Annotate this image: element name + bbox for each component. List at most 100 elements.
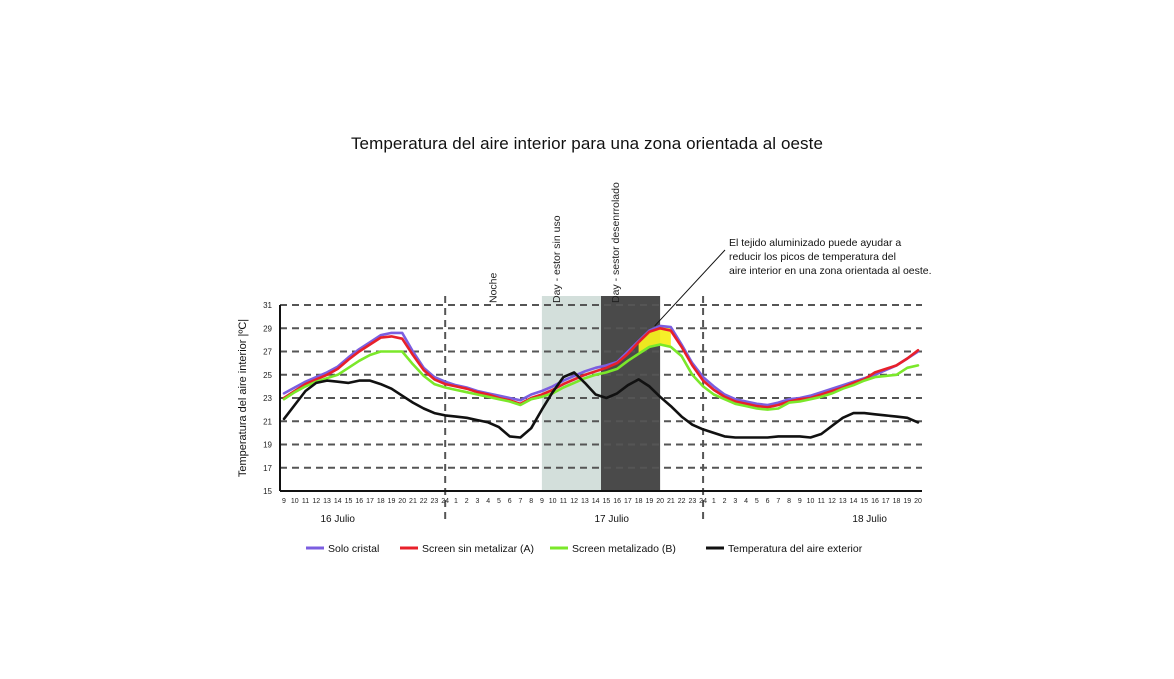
x-tick-label: 5 (755, 498, 759, 505)
x-tick-label: 12 (570, 498, 578, 505)
x-tick-label: 15 (602, 498, 610, 505)
x-tick-label: 22 (678, 498, 686, 505)
legend-label: Screen metalizado (B) (572, 543, 676, 555)
y-tick-label: 17 (263, 464, 272, 473)
x-tick-label: 13 (581, 498, 589, 505)
x-tick-label: 1 (712, 498, 716, 505)
y-tick-label: 29 (263, 324, 272, 333)
x-tick-label: 12 (312, 498, 320, 505)
x-tick-label: 9 (282, 498, 286, 505)
highlight-band-area (638, 325, 671, 354)
day-label: 16 Julio (320, 514, 355, 525)
x-tick-label: 23 (688, 498, 696, 505)
x-tick-label: 18 (377, 498, 385, 505)
y-tick-label: 21 (263, 417, 272, 426)
x-tick-label: 20 (656, 498, 664, 505)
x-tick-label: 7 (518, 498, 522, 505)
band-estor-desenrrolado (601, 296, 661, 491)
x-tick-label: 10 (291, 498, 299, 505)
y-tick-label: 27 (263, 348, 272, 357)
x-tick-label: 10 (549, 498, 557, 505)
highlight-band (638, 325, 671, 354)
y-tick-label: 25 (263, 371, 272, 380)
x-tick-label: 23 (431, 498, 439, 505)
grid-lines (280, 296, 922, 524)
chart-title: Temperatura del aire interior para una z… (350, 134, 824, 153)
x-tick-label: 11 (560, 498, 567, 505)
x-tick-label: 16 (355, 498, 363, 505)
legend-label: Screen sin metalizar (A) (422, 543, 534, 555)
x-tick-label: 9 (798, 498, 802, 505)
x-tick-label: 12 (828, 498, 836, 505)
axes (279, 305, 922, 492)
x-tick-label: 13 (839, 498, 847, 505)
x-tick-label: 17 (624, 498, 632, 505)
x-tick-label: 24 (441, 498, 449, 505)
day-label: 18 Julio (852, 514, 887, 525)
x-tick-label: 19 (388, 498, 396, 505)
y-tick-label: 19 (263, 441, 272, 450)
annotation-text: reducir los picos de temperatura del (729, 251, 896, 263)
x-tick-label: 6 (766, 498, 770, 505)
x-tick-label: 9 (540, 498, 544, 505)
x-tick-label: 14 (850, 498, 858, 505)
x-tick-label: 2 (723, 498, 727, 505)
period-labels: Noche Day - estor sin uso Day - sestor des… (488, 182, 622, 303)
x-tick-label: 22 (420, 498, 428, 505)
annotation-text: aire interior en una zona orientada al o… (729, 265, 932, 277)
period-bands (541, 296, 661, 491)
x-tick-label: 4 (486, 498, 490, 505)
x-tick-label: 16 (613, 498, 621, 505)
y-tick-labels: 15 17 19 21 23 25 27 29 31 (263, 301, 272, 496)
y-tick-label: 23 (263, 394, 272, 403)
series-line-screen-metalizado-b (282, 343, 920, 411)
series-lines (282, 324, 920, 439)
x-tick-label: 16 (871, 498, 879, 505)
x-tick-label: 19 (645, 498, 653, 505)
x-tick-label: 17 (882, 498, 890, 505)
x-tick-label: 7 (776, 498, 780, 505)
x-tick-label: 1 (454, 498, 458, 505)
period-label-estor-desenrrolado: Day - sestor desenrrolado (610, 182, 622, 303)
legend: Solo cristal Screen sin metalizar (A) Scre… (306, 543, 863, 555)
legend-label: Solo cristal (328, 543, 379, 555)
x-tick-label: 10 (807, 498, 815, 505)
series-line-solo-cristal (282, 324, 920, 407)
x-tick-label: 15 (345, 498, 353, 505)
x-tick-label: 20 (914, 498, 922, 505)
x-tick-label: 8 (529, 498, 533, 505)
x-tick-labels: 9 10 11 12 13 14 15 16 17 18 19 20 21 22 23 24 1 2 3 4 5 6 7 8 9… (282, 498, 922, 505)
x-tick-label: 8 (787, 498, 791, 505)
y-tick-label: 31 (263, 301, 272, 310)
x-tick-label: 18 (893, 498, 901, 505)
x-tick-label: 21 (667, 498, 675, 505)
x-tick-label: 15 (860, 498, 868, 505)
x-tick-label: 13 (323, 498, 331, 505)
x-tick-label: 4 (744, 498, 748, 505)
x-tick-label: 14 (334, 498, 342, 505)
annotation-text: El tejido aluminizado puede ayudar a (729, 237, 901, 249)
x-tick-label: 18 (635, 498, 643, 505)
x-tick-label: 6 (508, 498, 512, 505)
annotation-pointer (654, 249, 726, 327)
day-labels: 16 Julio 17 Julio 18 Julio (320, 514, 887, 525)
x-tick-label: 2 (465, 498, 469, 505)
x-tick-label: 20 (398, 498, 406, 505)
x-tick-label: 19 (903, 498, 911, 505)
x-tick-label: 11 (818, 498, 825, 505)
x-tick-label: 3 (475, 498, 479, 505)
annotation: El tejido aluminizado puede ayudar a redu… (654, 237, 932, 327)
x-tick-label: 21 (409, 498, 417, 505)
series-line-temperatura-del-aire-exterior (282, 371, 920, 439)
x-tick-label: 24 (699, 498, 707, 505)
y-axis-label: Temperatura del aire interior |ºC| (237, 319, 249, 477)
legend-label: Temperatura del aire exterior (728, 543, 863, 555)
x-tick-label: 11 (302, 498, 309, 505)
period-label-noche: Noche (488, 272, 500, 303)
x-tick-label: 14 (592, 498, 600, 505)
series-line-screen-sin-metalizar-a (282, 327, 920, 409)
y-tick-label: 15 (263, 487, 272, 496)
day-label: 17 Julio (595, 514, 630, 525)
period-label-estor-sin-uso: Day - estor sin uso (551, 215, 563, 303)
